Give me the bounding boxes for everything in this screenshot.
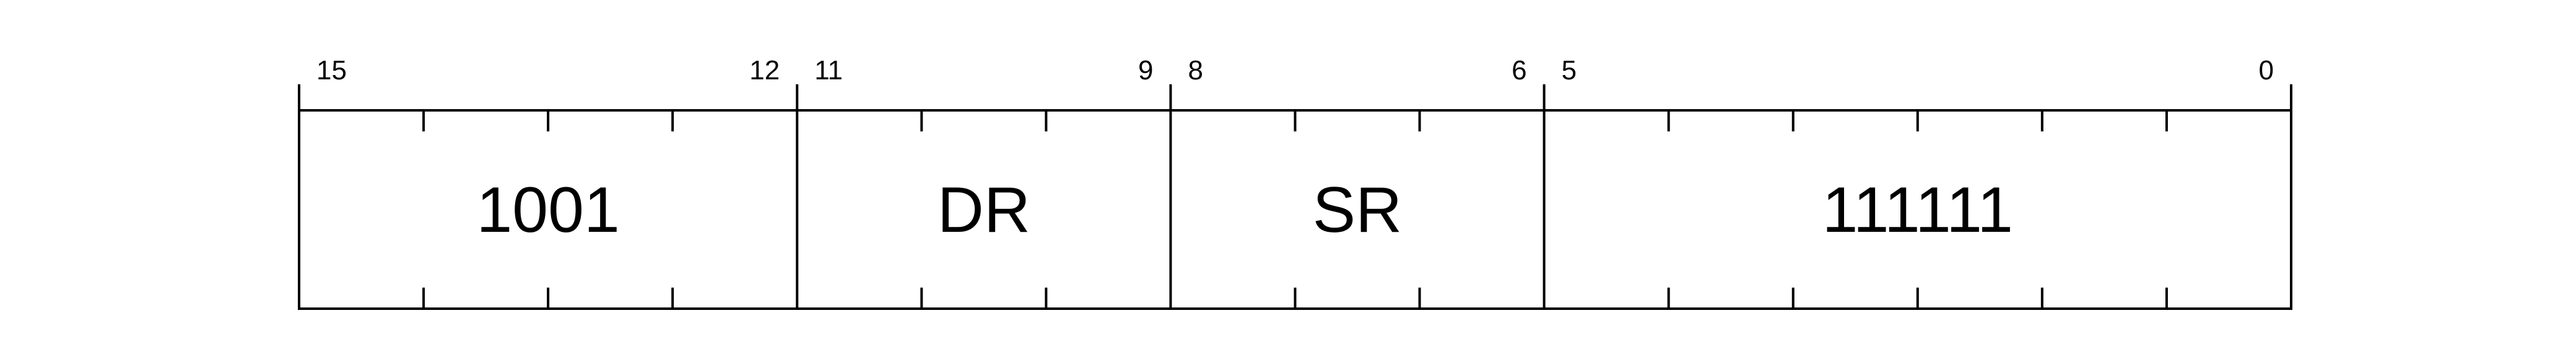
- low-bit-number: 12: [749, 55, 780, 86]
- field-label: SR: [1313, 174, 1402, 246]
- high-bit-number: 15: [316, 55, 347, 86]
- field-label: DR: [938, 174, 1030, 246]
- high-bit-number: 5: [1562, 55, 1577, 86]
- low-bit-number: 6: [1512, 55, 1526, 86]
- high-bit-number: 8: [1188, 55, 1203, 86]
- field-label: 111111: [1822, 174, 2013, 246]
- field-label: 1001: [476, 174, 619, 246]
- high-bit-number: 11: [814, 55, 843, 86]
- low-bit-number: 9: [1138, 55, 1153, 86]
- low-bit-number: 0: [2259, 55, 2274, 86]
